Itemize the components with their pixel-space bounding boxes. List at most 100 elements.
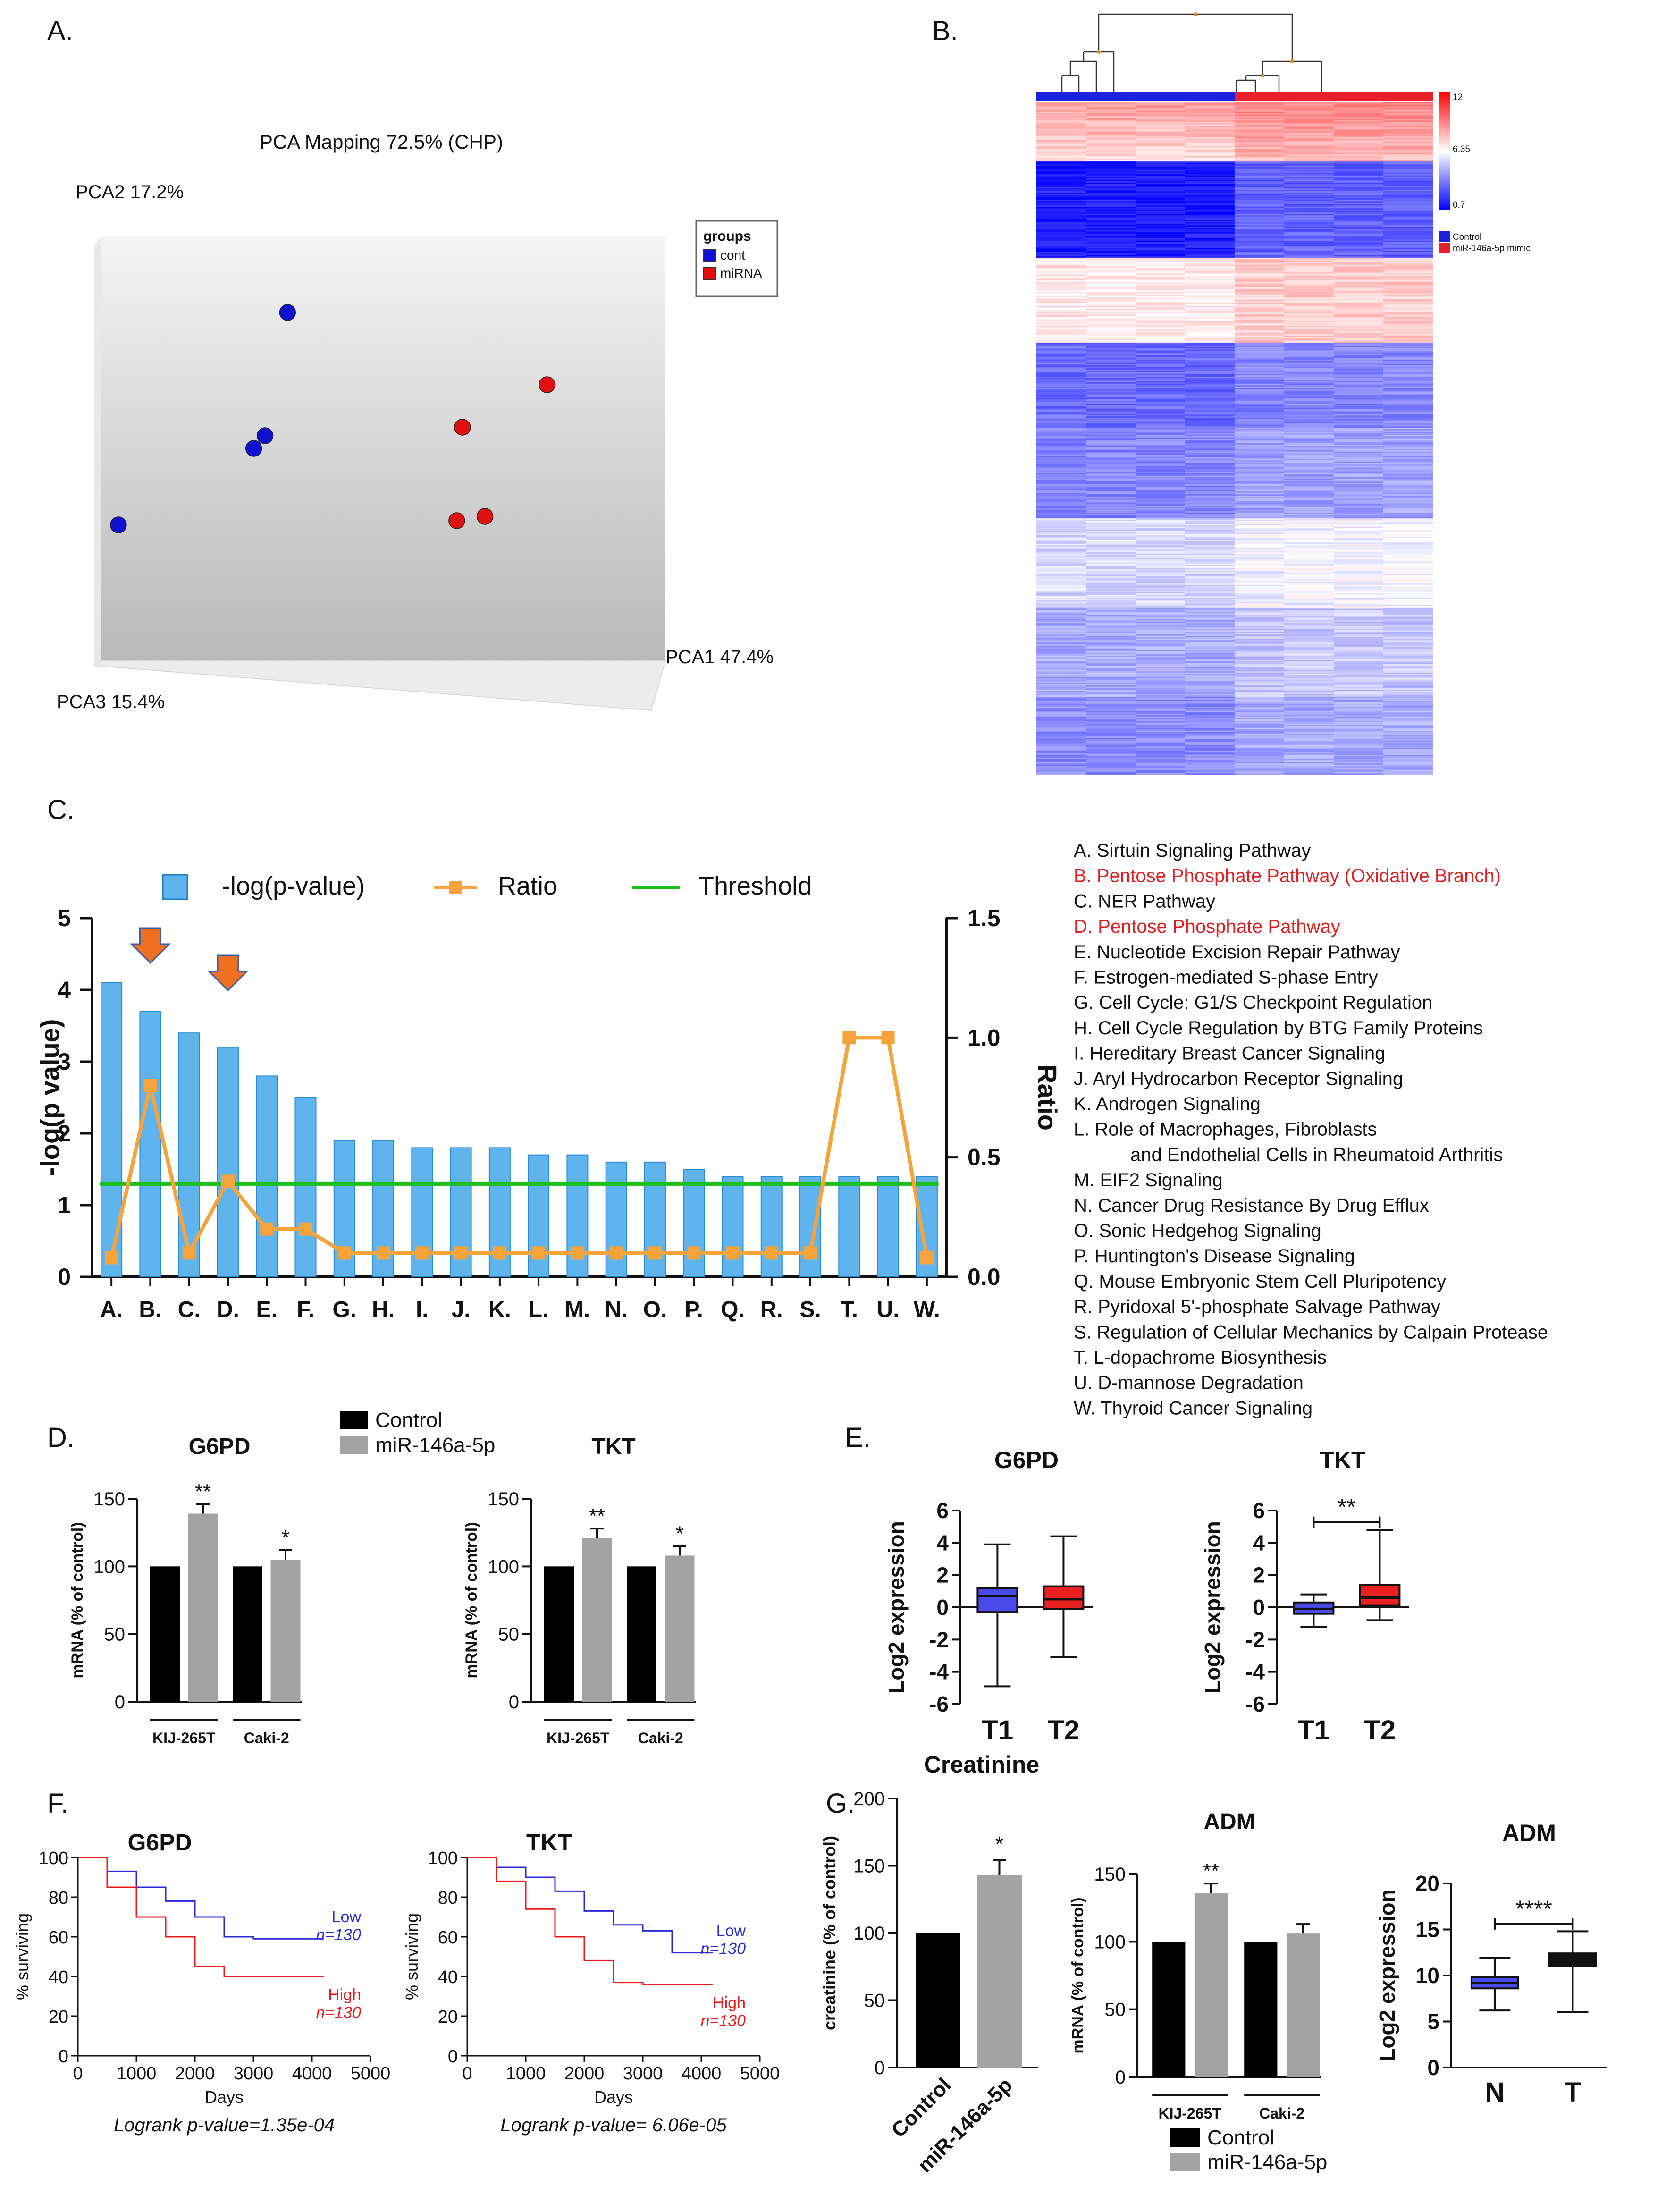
adm-mrna-ytick-label: 100 bbox=[1094, 1932, 1126, 1952]
ipa-xtick-label: W. bbox=[914, 1297, 940, 1322]
heatmap-scale-mid: 6.35 bbox=[1453, 144, 1470, 154]
tkt-mrna-bar bbox=[665, 1555, 695, 1702]
ipa-xtick-label: M. bbox=[565, 1297, 590, 1322]
g6pd-km-ylabel: % surviving bbox=[13, 1913, 32, 2000]
ipa-xtick-label: H. bbox=[372, 1297, 395, 1322]
panel-label-d: D. bbox=[47, 1422, 75, 1453]
heatmap bbox=[1036, 102, 1433, 775]
g6pd-box-ylabel: Log2 expression bbox=[884, 1521, 909, 1694]
ipa-legend-pvalue: -log(p-value) bbox=[222, 872, 365, 900]
pca-legend-label: cont bbox=[720, 248, 745, 262]
ipa-highlight-arrow bbox=[129, 927, 171, 964]
panel-label-f: F. bbox=[47, 1788, 68, 1819]
tkt-box-ytick-label: -6 bbox=[1245, 1692, 1265, 1716]
pca-side-wall bbox=[94, 236, 101, 666]
ipa-ytick-label-left: 4 bbox=[58, 977, 71, 1003]
ipa-ratio-line bbox=[109, 1036, 929, 1258]
ipa-bar bbox=[217, 1047, 239, 1278]
ipa-ytick-label-left: 2 bbox=[58, 1120, 71, 1147]
ipa-ytick-label-left: 5 bbox=[58, 905, 71, 931]
ipa-ratio-marker bbox=[105, 1251, 118, 1265]
pca-axis-pc2: PCA2 17.2% bbox=[76, 182, 184, 203]
pathway-legend-item: W. Thyroid Cancer Signaling bbox=[1074, 1398, 1313, 1418]
pathway-legend-item: T. L-dopachrome Biosynthesis bbox=[1074, 1347, 1327, 1368]
pca-point bbox=[539, 376, 555, 393]
g6pd-km-label-high: High bbox=[328, 1986, 361, 2004]
g6pd-box-box bbox=[976, 1587, 1018, 1613]
ipa-ratio-marker bbox=[687, 1246, 701, 1260]
g6pd-km-xtick-label: 0 bbox=[73, 2064, 83, 2084]
ipa-ratio-marker bbox=[765, 1246, 778, 1260]
g6pd-mrna-bar bbox=[150, 1566, 180, 1702]
heatmap-canvas bbox=[1036, 102, 1433, 775]
ipa-ratio-marker bbox=[260, 1222, 274, 1236]
pathway-legend-item: D. Pentose Phosphate Pathway bbox=[1074, 916, 1340, 937]
dendrogram-node bbox=[1261, 74, 1264, 77]
g6pd-km-curve-low bbox=[78, 1857, 324, 1940]
legend-d-treat-swatch bbox=[340, 1436, 368, 1454]
g6pd-km-xtick-label: 1000 bbox=[117, 2064, 157, 2084]
tkt-mrna-significance: * bbox=[675, 1522, 683, 1545]
g6pd-km-xtick-label: 2000 bbox=[175, 2064, 215, 2084]
legend-g-treat-swatch bbox=[1170, 2153, 1200, 2171]
g6pd-km-ytick-label: 100 bbox=[39, 1849, 68, 1868]
g6pd-km-curve-high bbox=[78, 1857, 324, 1977]
ipa-ratio-marker bbox=[842, 1031, 856, 1045]
ipa-xtick-label: K. bbox=[488, 1297, 511, 1322]
g6pd-mrna-ytick-label: 0 bbox=[115, 1692, 125, 1713]
ipa-bar bbox=[139, 1011, 161, 1278]
g6pd-mrna-group-label: KIJ-265T bbox=[152, 1730, 216, 1747]
ipa-xtick-label: P. bbox=[685, 1297, 703, 1322]
ipa-ratio-marker bbox=[493, 1246, 506, 1260]
ipa-ratio-marker bbox=[143, 1079, 157, 1092]
pca-point bbox=[110, 516, 127, 533]
pca-point bbox=[279, 304, 296, 321]
dendrogram-node bbox=[1290, 59, 1294, 63]
tkt-km-ytick-label: 40 bbox=[438, 1967, 458, 1987]
heatmap-legend-swatch-mimic bbox=[1439, 243, 1450, 253]
ipa-ratio-marker bbox=[415, 1246, 429, 1260]
tkt-mrna-significance: ** bbox=[589, 1504, 605, 1528]
ipa-legend-threshold: Threshold bbox=[698, 872, 812, 900]
ipa-xtick-label: A. bbox=[100, 1297, 123, 1322]
ipa-bar bbox=[256, 1075, 278, 1277]
g6pd-mrna-significance: ** bbox=[195, 1480, 211, 1503]
adm-mrna-ytick-label: 0 bbox=[1115, 2067, 1126, 2088]
pathway-legend-item: A. Sirtuin Signaling Pathway bbox=[1074, 840, 1311, 861]
ipa-bar bbox=[799, 1176, 822, 1277]
ipa-ratio-marker bbox=[804, 1246, 817, 1260]
ipa-xtick-label: S. bbox=[799, 1297, 821, 1322]
tkt-mrna-bar bbox=[627, 1566, 656, 1702]
g6pd-mrna-title: G6PD bbox=[189, 1434, 251, 1459]
ipa-ratio-marker bbox=[454, 1246, 468, 1260]
adm-box-category-label: N bbox=[1485, 2077, 1505, 2108]
tkt-mrna-ytick-label: 150 bbox=[488, 1489, 519, 1510]
tkt-km-ytick-label: 0 bbox=[448, 2047, 458, 2067]
tkt-box-title: TKT bbox=[1320, 1447, 1365, 1473]
ipa-bar bbox=[877, 1176, 899, 1277]
ipa-bar bbox=[722, 1176, 744, 1277]
g6pd-km-ytick-label: 40 bbox=[49, 1967, 68, 1987]
pca-point bbox=[476, 508, 494, 525]
tkt-km-xtick-label: 5000 bbox=[740, 2064, 780, 2084]
ipa-ratio-marker bbox=[221, 1174, 235, 1188]
adm-box-category-label: T bbox=[1565, 2077, 1581, 2108]
tkt-km-xtick-label: 4000 bbox=[682, 2064, 722, 2084]
heatmap-group-bar-control bbox=[1036, 92, 1235, 101]
panel-label-c: C. bbox=[47, 794, 75, 825]
creatinine-significance: * bbox=[995, 1832, 1004, 1856]
ipa-xtick-label: I. bbox=[416, 1297, 429, 1322]
ipa-xtick-label: F. bbox=[297, 1297, 314, 1322]
pathway-legend-item: F. Estrogen-mediated S-phase Entry bbox=[1074, 967, 1378, 988]
g6pd-mrna-ytick-label: 150 bbox=[93, 1489, 125, 1510]
adm-mrna-group-label: Caki-2 bbox=[1259, 2105, 1304, 2122]
ipa-xtick-label: L. bbox=[529, 1297, 549, 1322]
g6pd-km-ytick-label: 20 bbox=[49, 2007, 68, 2027]
adm-mrna-bar bbox=[1152, 1942, 1186, 2077]
g6pd-box-ytick-label: 0 bbox=[936, 1595, 949, 1620]
tkt-km-title: TKT bbox=[526, 1829, 572, 1856]
g6pd-km-xtick-label: 4000 bbox=[292, 2064, 332, 2084]
pca-legend-title: groups bbox=[703, 228, 751, 244]
adm-mrna-title: ADM bbox=[1203, 1809, 1255, 1834]
tkt-km-ytick-label: 20 bbox=[438, 2007, 458, 2027]
